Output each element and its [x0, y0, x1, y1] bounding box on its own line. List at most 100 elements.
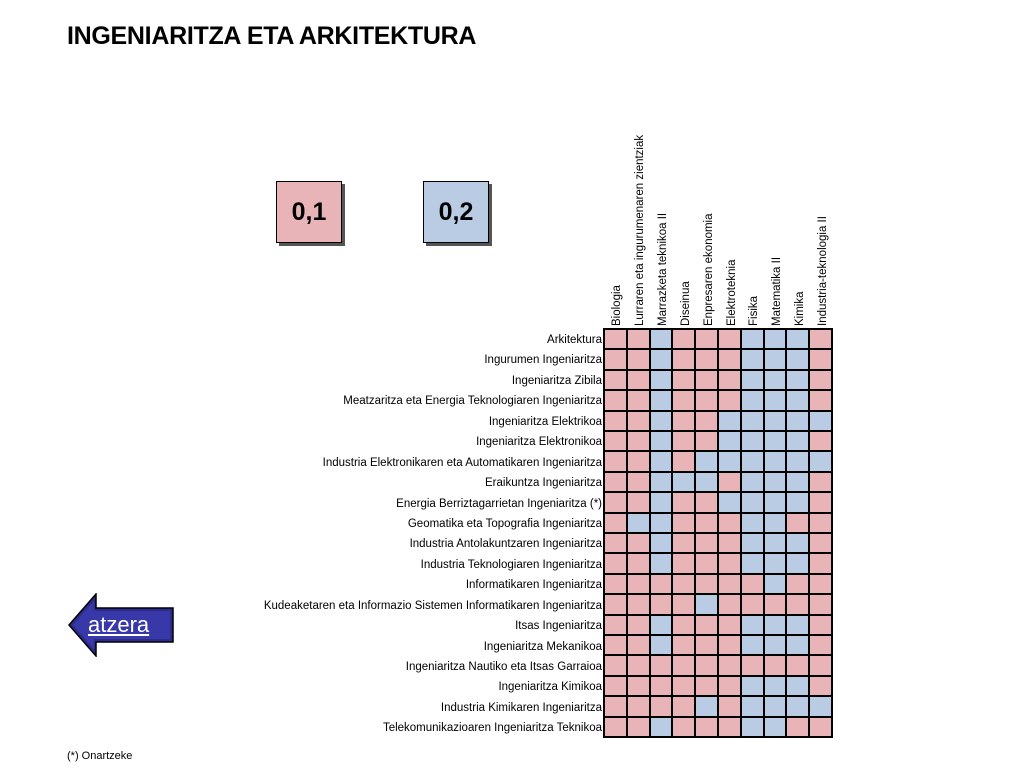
row-label: Eraikuntza Ingeniaritza: [485, 477, 602, 490]
cell-blue: [741, 615, 763, 634]
cell-pink: [718, 370, 740, 390]
cell-blue: [764, 330, 786, 349]
cell-blue: [764, 513, 786, 532]
cell-blue: [741, 330, 763, 349]
cell-pink: [696, 513, 717, 532]
column-header: Biologia: [605, 285, 625, 326]
cell-pink: [810, 350, 831, 369]
cell-blue: [650, 533, 672, 553]
cell-blue: [741, 493, 763, 512]
cell-pink: [764, 595, 786, 614]
cell-pink: [605, 370, 626, 390]
cell-pink: [718, 391, 740, 410]
cell-pink: [810, 595, 831, 614]
cell-blue: [650, 350, 672, 369]
cell-pink: [627, 697, 649, 716]
cell-blue: [741, 411, 763, 430]
cell-blue: [764, 493, 786, 512]
cell-blue: [650, 493, 672, 512]
row-label: Kudeaketaren eta Informazio Sistemen Inf…: [263, 599, 602, 612]
cell-blue: [741, 391, 763, 410]
cell-blue: [741, 431, 763, 451]
cell-pink: [627, 717, 649, 736]
cell-pink: [764, 656, 786, 675]
cell-pink: [810, 717, 831, 736]
cell-blue: [741, 635, 763, 655]
column-header: Lurraren eta ingurumenaren zientziak: [628, 135, 648, 326]
cell-pink: [673, 554, 695, 573]
cell-pink: [650, 676, 672, 696]
cell-pink: [696, 533, 717, 553]
cell-blue: [787, 493, 809, 512]
cell-pink: [605, 513, 626, 532]
cell-pink: [718, 330, 740, 349]
back-button[interactable]: atzera: [68, 593, 174, 657]
legend-blue-box: 0,2: [423, 181, 489, 243]
cell-pink: [810, 615, 831, 634]
cell-blue: [787, 452, 809, 471]
cell-pink: [696, 370, 717, 390]
cell-blue: [741, 370, 763, 390]
cell-blue: [650, 615, 672, 634]
cell-pink: [696, 350, 717, 369]
column-header: Kimika: [788, 291, 808, 326]
cell-pink: [605, 350, 626, 369]
column-header: Fisika: [742, 296, 762, 326]
cell-blue: [696, 697, 717, 716]
cell-blue: [764, 452, 786, 471]
cell-blue: [650, 330, 672, 349]
column-header: Diseinua: [674, 281, 694, 326]
cell-pink: [673, 411, 695, 430]
cell-pink: [673, 574, 695, 594]
cell-blue: [787, 350, 809, 369]
cell-blue: [741, 697, 763, 716]
back-button-label[interactable]: atzera: [88, 612, 150, 637]
cell-pink: [605, 391, 626, 410]
column-header-label: Industria-teknologia II: [817, 216, 830, 326]
cell-blue: [696, 472, 717, 492]
cell-pink: [673, 452, 695, 471]
cell-blue: [650, 452, 672, 471]
cell-blue: [810, 411, 831, 430]
row-label: Informatikaren Ingeniaritza: [465, 579, 602, 592]
cell-pink: [673, 533, 695, 553]
cell-pink: [696, 635, 717, 655]
cell-blue: [787, 431, 809, 451]
cell-pink: [718, 472, 740, 492]
cell-pink: [627, 350, 649, 369]
cell-blue: [741, 472, 763, 492]
cell-blue: [764, 697, 786, 716]
cell-pink: [718, 513, 740, 532]
cell-blue: [764, 554, 786, 573]
cell-pink: [718, 350, 740, 369]
column-header-label: Matematika II: [771, 256, 784, 326]
cell-pink: [673, 493, 695, 512]
left-arrow-icon: [68, 593, 174, 657]
cell-pink: [627, 472, 649, 492]
cell-blue: [787, 635, 809, 655]
cell-pink: [627, 411, 649, 430]
cell-pink: [810, 370, 831, 390]
cell-blue: [787, 330, 809, 349]
cell-pink: [605, 554, 626, 573]
column-header-label: Marrazketa teknikoa II: [656, 212, 669, 326]
cell-blue: [650, 472, 672, 492]
row-label: Ingeniaritza Zibila: [511, 374, 602, 387]
row-label: Ingeniaritza Mekanikoa: [483, 640, 602, 653]
cell-pink: [718, 615, 740, 634]
footnote: (*) Onartzeke: [67, 750, 133, 762]
cell-pink: [627, 656, 649, 675]
cell-blue: [764, 676, 786, 696]
row-label: Industria Elektronikaren eta Automatikar…: [322, 456, 602, 469]
cell-pink: [673, 635, 695, 655]
cell-pink: [718, 554, 740, 573]
cell-pink: [650, 697, 672, 716]
column-header-label: Elektroteknia: [725, 259, 738, 326]
cell-pink: [810, 431, 831, 451]
row-label: Geomatika eta Topografia Ingeniaritza: [407, 517, 602, 530]
cell-pink: [627, 615, 649, 634]
row-label: Telekomunikazioaren Ingeniaritza Tekniko…: [382, 722, 602, 735]
cell-blue: [764, 615, 786, 634]
row-label: Ingeniaritza Elektrikoa: [488, 415, 602, 428]
cell-pink: [673, 513, 695, 532]
